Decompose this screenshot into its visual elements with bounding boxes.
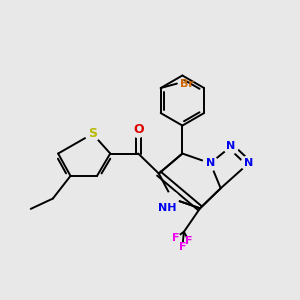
Text: N: N xyxy=(244,158,253,168)
Circle shape xyxy=(185,237,194,246)
Circle shape xyxy=(171,233,180,242)
Text: O: O xyxy=(133,124,143,136)
Circle shape xyxy=(224,139,238,154)
Circle shape xyxy=(203,156,218,171)
Text: N: N xyxy=(226,142,236,152)
Text: F: F xyxy=(178,242,186,252)
Text: Br: Br xyxy=(180,79,194,88)
Text: N: N xyxy=(206,158,215,168)
Circle shape xyxy=(178,243,187,252)
Text: F: F xyxy=(185,236,193,246)
Circle shape xyxy=(131,123,146,137)
Circle shape xyxy=(166,192,178,205)
Text: S: S xyxy=(88,127,97,140)
Circle shape xyxy=(85,126,100,141)
Text: F: F xyxy=(172,233,179,243)
Circle shape xyxy=(241,156,256,171)
Text: NH: NH xyxy=(158,203,176,213)
